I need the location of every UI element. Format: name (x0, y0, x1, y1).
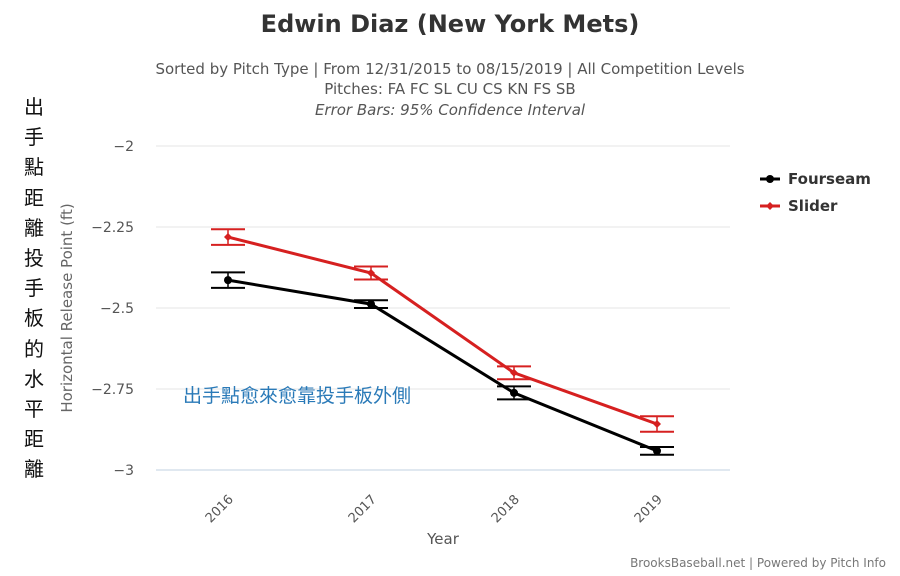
series-line-slider (227, 235, 658, 426)
y-tick-label: −2.75 (91, 382, 134, 398)
chart-title: Edwin Diaz (New York Mets) (260, 10, 640, 38)
x-tick-label: 2017 (346, 492, 380, 526)
legend-marker (766, 175, 774, 183)
pitches-subtitle: Pitches: FA FC SL CU CS KN FS SB (324, 80, 576, 98)
data-point (653, 419, 661, 428)
data-point (224, 276, 232, 285)
data-point (510, 388, 518, 397)
legend-item-fourseam[interactable]: Fourseam (788, 170, 871, 188)
legend-marker (766, 202, 774, 210)
data-point (224, 233, 232, 242)
x-tick-label: 2019 (632, 492, 666, 526)
data-point (367, 269, 375, 278)
legend-item-slider[interactable]: Slider (788, 197, 838, 215)
data-point (367, 300, 375, 309)
side-annotation: 出手點距離投手板的水平距離 (24, 95, 44, 482)
chart-subtitle: Sorted by Pitch Type | From 12/31/2015 t… (155, 60, 745, 78)
y-tick-label: −2 (113, 139, 134, 155)
y-tick-label: −2.5 (100, 301, 134, 317)
x-tick-label: 2018 (489, 492, 523, 526)
error-bars-subtitle: Error Bars: 95% Confidence Interval (314, 101, 586, 119)
x-tick-label: 2016 (203, 492, 237, 526)
y-tick-label: −3 (113, 463, 134, 479)
y-tick-label: −2.25 (91, 220, 134, 236)
series-line-fourseam (227, 278, 658, 453)
data-point (510, 368, 518, 377)
annotation-text: 出手點愈來愈靠投手板外側 (183, 385, 411, 407)
credits[interactable]: BrooksBaseball.net | Powered by Pitch In… (630, 556, 886, 570)
data-point (653, 446, 661, 455)
x-axis-title: Year (426, 530, 460, 548)
y-axis-title: Horizontal Release Point (ft) (58, 203, 76, 412)
